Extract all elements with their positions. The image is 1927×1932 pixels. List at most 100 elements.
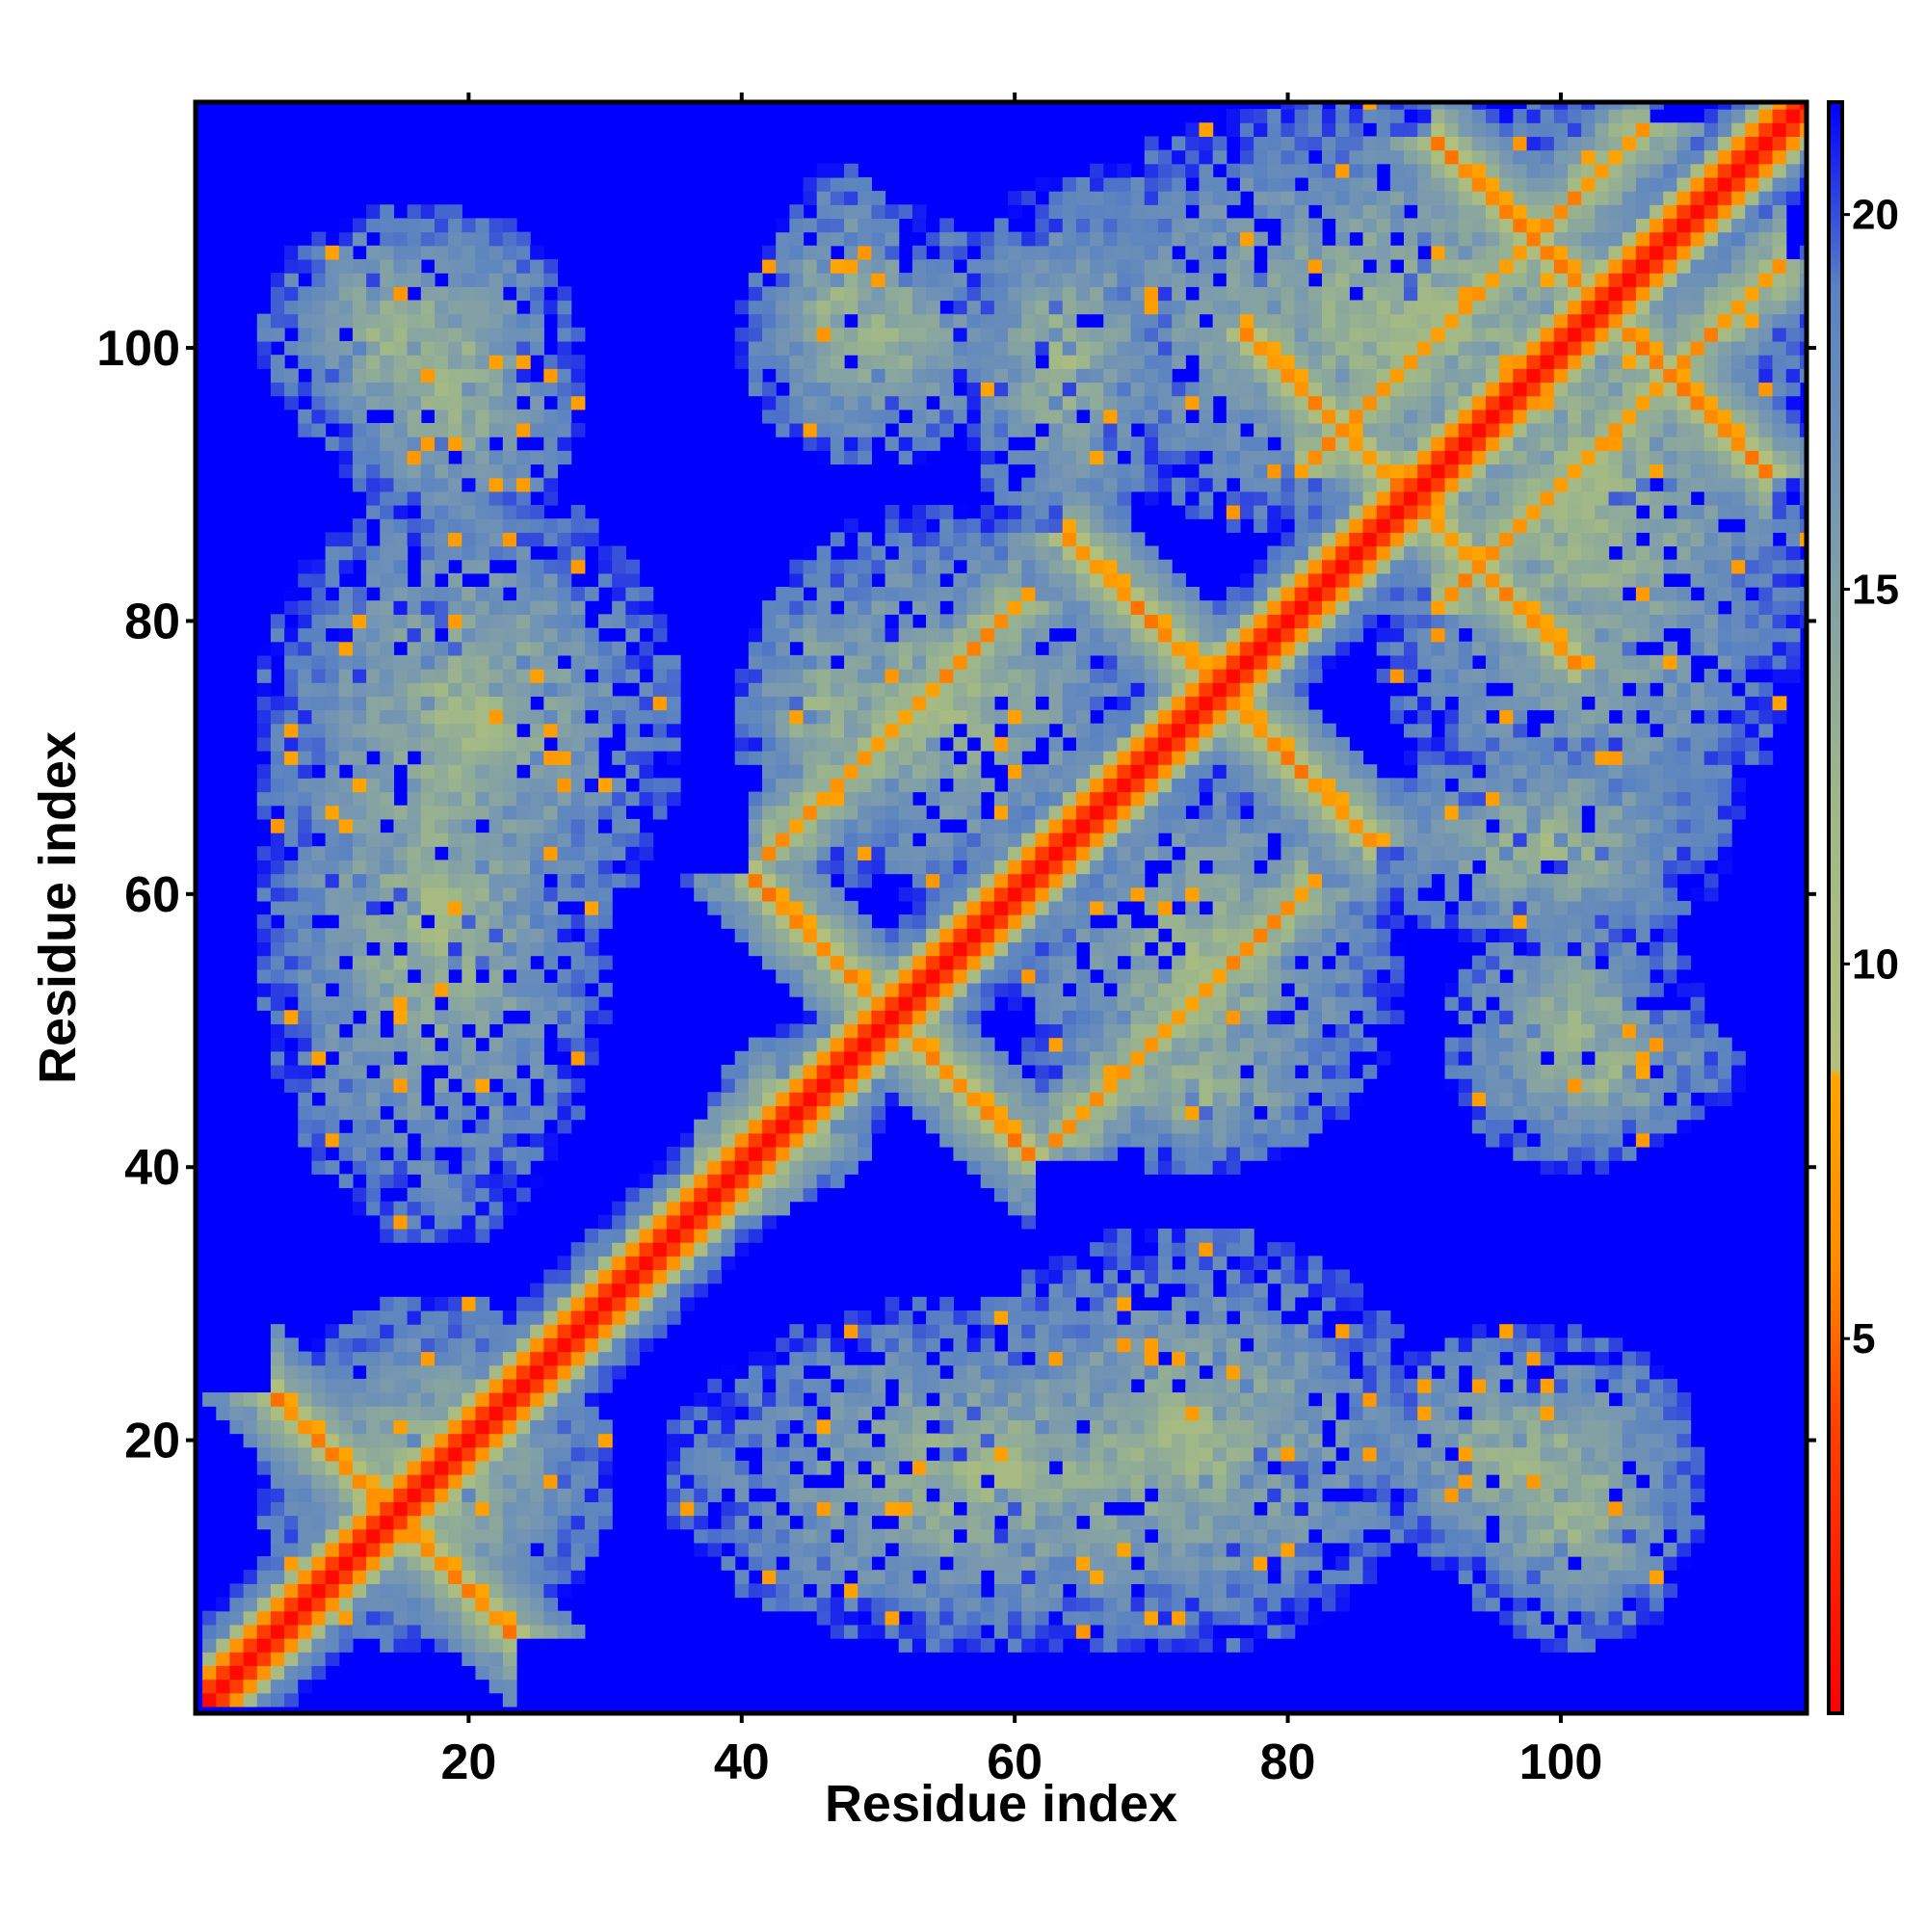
heatmap-cell <box>557 1256 571 1270</box>
heatmap-cell <box>257 914 272 929</box>
heatmap-cell <box>448 1611 462 1626</box>
heatmap-cell <box>503 573 517 588</box>
heatmap-cell <box>858 382 872 396</box>
heatmap-cell <box>489 914 504 929</box>
heatmap-cell <box>762 1215 777 1230</box>
heatmap-cell <box>1131 669 1146 683</box>
heatmap-cell <box>326 1625 340 1639</box>
heatmap-cell <box>885 382 900 396</box>
heatmap-cell <box>912 806 927 820</box>
heatmap-cell <box>1090 696 1104 710</box>
heatmap-cell <box>926 1038 940 1052</box>
heatmap-cell <box>1117 1242 1131 1257</box>
heatmap-cell <box>871 1365 885 1380</box>
heatmap-cell <box>421 505 436 519</box>
heatmap-cell <box>817 1174 832 1188</box>
heatmap-cell <box>994 1352 1009 1366</box>
heatmap-cell <box>1008 642 1022 656</box>
heatmap-cell <box>421 1324 436 1338</box>
heatmap-cell <box>1063 1625 1077 1639</box>
heatmap-cell <box>421 696 436 710</box>
heatmap-cell <box>885 1434 900 1448</box>
heatmap-cell <box>284 764 299 779</box>
heatmap-cell <box>516 573 531 588</box>
heatmap-cell <box>817 286 832 301</box>
heatmap-cell <box>776 1337 790 1352</box>
heatmap-cell <box>557 560 571 574</box>
heatmap-cell <box>967 600 982 615</box>
heatmap-cell <box>939 286 954 301</box>
heatmap-cell <box>1008 328 1022 342</box>
heatmap-cell <box>421 764 436 779</box>
heatmap-cell <box>489 1010 504 1024</box>
heatmap-cell <box>435 914 449 929</box>
heatmap-cell <box>353 710 367 725</box>
heatmap-cell <box>393 751 408 765</box>
heatmap-cell <box>244 1434 258 1448</box>
heatmap-cell <box>448 218 462 232</box>
heatmap-cell <box>543 600 558 615</box>
heatmap-cell <box>503 1583 517 1598</box>
heatmap-cell <box>858 996 872 1011</box>
heatmap-cell <box>831 341 845 356</box>
heatmap-cell <box>366 819 381 834</box>
heatmap-cell <box>1063 273 1077 287</box>
heatmap-cell <box>408 928 422 942</box>
heatmap-cell <box>817 887 832 902</box>
heatmap-cell <box>408 1556 422 1571</box>
heatmap-cell <box>953 655 967 670</box>
heatmap-cell <box>380 518 394 533</box>
heatmap-cell <box>653 778 668 792</box>
heatmap-cell <box>421 204 436 219</box>
heatmap-cell <box>311 341 326 356</box>
heatmap-cell <box>1145 806 1159 820</box>
heatmap-cell <box>926 1120 940 1134</box>
heatmap-cell <box>1021 382 1036 396</box>
heatmap-cell <box>817 724 832 738</box>
heatmap-cell <box>557 1038 571 1052</box>
heatmap-cell <box>393 1516 408 1530</box>
heatmap-cell <box>1063 518 1077 533</box>
heatmap-cell <box>475 314 489 329</box>
heatmap-cell <box>885 314 900 329</box>
heatmap-cell <box>271 724 285 738</box>
heatmap-cell <box>817 833 832 847</box>
heatmap-cell <box>380 532 394 546</box>
heatmap-cell <box>557 669 571 683</box>
heatmap-cell <box>380 1160 394 1175</box>
heatmap-cell <box>353 1474 367 1489</box>
heatmap-cell <box>598 1010 613 1024</box>
heatmap-cell <box>625 1229 640 1243</box>
heatmap-cell <box>435 341 449 356</box>
heatmap-cell <box>831 887 845 902</box>
heatmap-cell <box>1021 396 1036 410</box>
heatmap-cell <box>831 259 845 274</box>
heatmap-cell <box>257 983 272 997</box>
heatmap-cell <box>1049 1324 1064 1338</box>
heatmap-cell <box>257 928 272 942</box>
heatmap-cell <box>393 1406 408 1420</box>
heatmap-cell <box>912 941 927 956</box>
heatmap-cell <box>899 1529 913 1544</box>
heatmap-cell <box>557 450 571 464</box>
heatmap-cell <box>557 737 571 752</box>
heatmap-cell <box>858 259 872 274</box>
heatmap-cell <box>489 1516 504 1530</box>
heatmap-cell <box>1117 1229 1131 1243</box>
heatmap-cell <box>516 1051 531 1066</box>
heatmap-cell <box>1008 914 1022 929</box>
heatmap-cell <box>530 737 544 752</box>
heatmap-cell <box>271 1693 285 1707</box>
heatmap-cell <box>912 314 927 329</box>
heatmap-cell <box>489 806 504 820</box>
heatmap-cell <box>393 1638 408 1653</box>
heatmap-cell <box>694 1133 708 1148</box>
heatmap-cell <box>1035 1529 1049 1544</box>
heatmap-cell <box>912 1516 927 1530</box>
heatmap-cell <box>789 846 804 860</box>
heatmap-cell <box>380 778 394 792</box>
heatmap-cell <box>271 1406 285 1420</box>
heatmap-cell <box>981 382 995 396</box>
heatmap-cell <box>326 1352 340 1366</box>
heatmap-cell <box>326 1038 340 1052</box>
